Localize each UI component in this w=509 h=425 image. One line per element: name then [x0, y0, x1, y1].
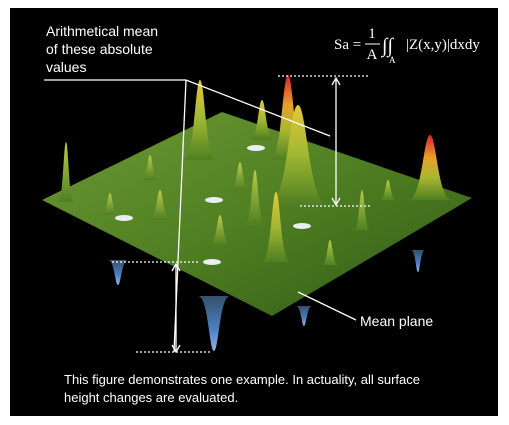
formula-numerator: 1: [368, 26, 376, 42]
formula-denominator: A: [367, 47, 378, 63]
caption-line: height changes are evaluated.: [64, 390, 238, 405]
valley-rim: [205, 197, 223, 203]
valley-rim: [203, 259, 221, 265]
annotation-line: values: [46, 59, 86, 75]
valley-rim: [247, 145, 265, 151]
formula-lhs: Sa =: [334, 37, 361, 53]
mean-plane-label: Mean plane: [360, 313, 433, 329]
page: {"annotation": {"lines": ["Arithmetical …: [0, 0, 509, 425]
annotation-line: Arithmetical mean: [46, 23, 158, 39]
valley-rim: [293, 223, 311, 229]
formula-domain: A: [389, 55, 396, 65]
caption-line: This figure demonstrates one example. In…: [64, 372, 420, 387]
valley-rim: [115, 215, 133, 221]
figure: Arithmetical mean of these absolute valu…: [0, 0, 509, 425]
annotation-line: of these absolute: [46, 41, 153, 57]
formula-integrand: |Z(x,y)|dxdy: [406, 37, 480, 53]
